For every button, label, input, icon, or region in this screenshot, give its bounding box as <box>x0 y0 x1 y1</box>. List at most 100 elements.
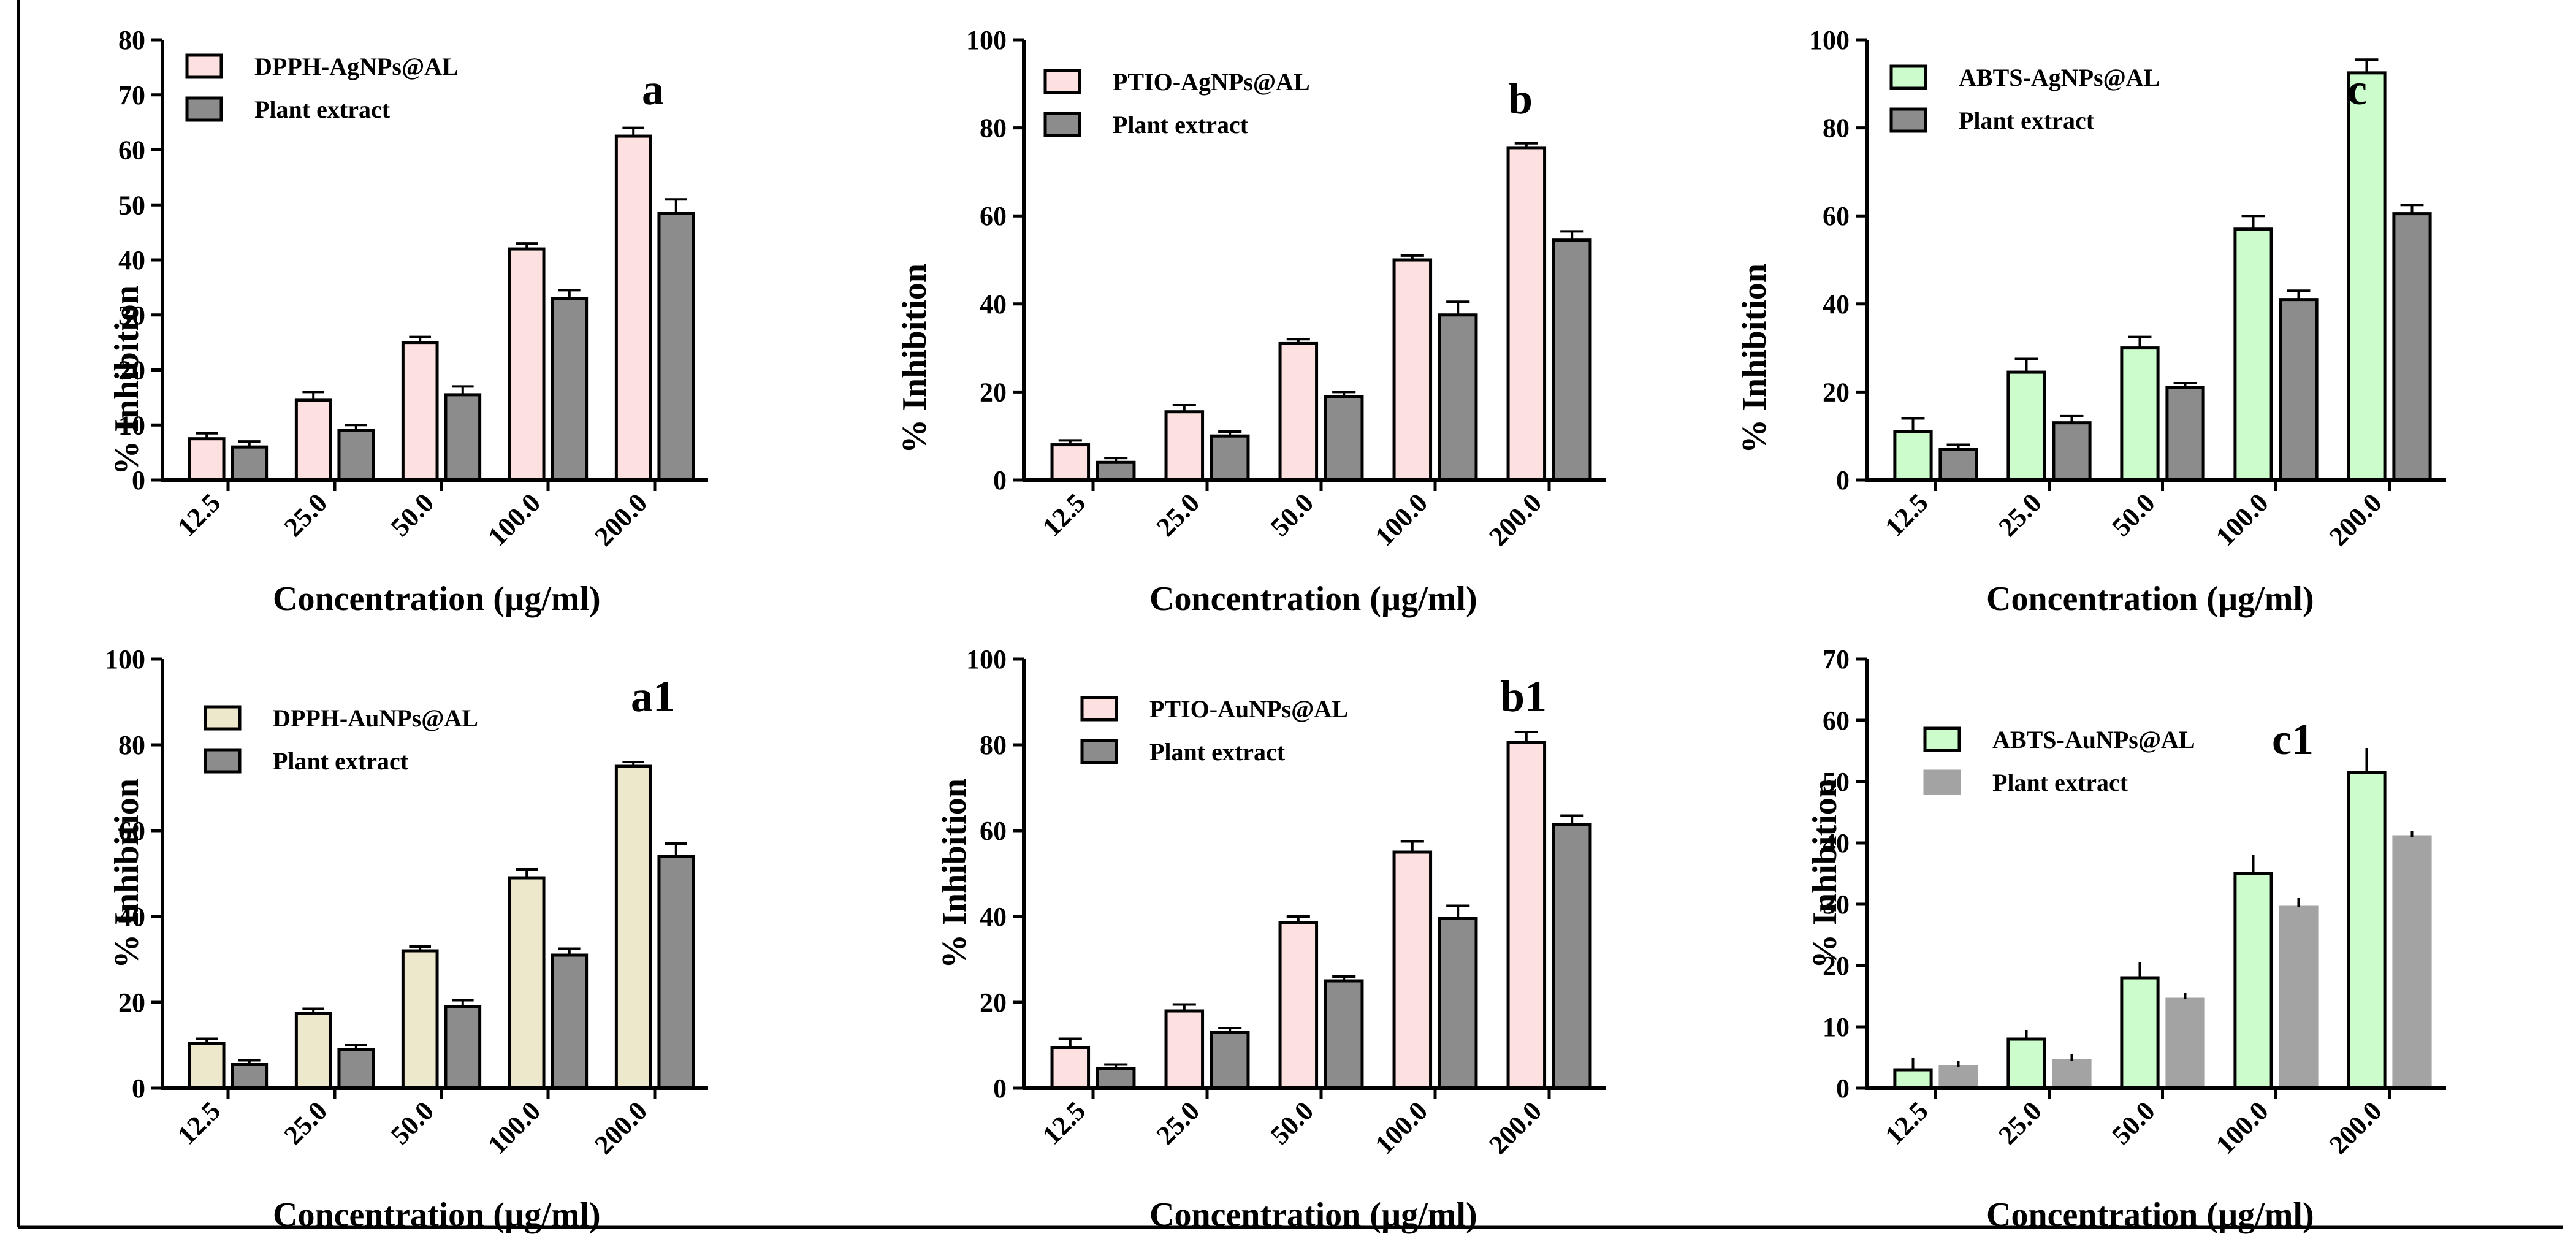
panel-letter: c1 <box>2272 715 2314 764</box>
bar-sample <box>1392 258 1433 482</box>
y-axis-title: % Inhibition <box>108 285 146 475</box>
bar-plant-extract <box>444 1005 482 1090</box>
legend-label: Plant extract <box>1992 769 2128 796</box>
y-tick-label: 80 <box>118 25 145 55</box>
y-tick-label: 60 <box>980 816 1007 846</box>
x-axis-title: Concentration (µg/ml) <box>1986 580 2314 618</box>
y-tick-label: 40 <box>980 902 1007 932</box>
legend-label: DPPH-AuNPs@AL <box>273 704 478 732</box>
y-tick-label: 30 <box>1823 890 1850 920</box>
bar-plant-extract <box>657 855 695 1090</box>
chart-panel-b: 0 20 40 60 80 100 12.5 25.0 50.0 100.0 200.0 % Inhi… <box>896 25 1606 618</box>
y-tick-label: 70 <box>118 80 145 110</box>
x-tick-label: 12.5 <box>1037 487 1091 542</box>
chart-panel-c: 0 20 40 60 80 100 12.5 25.0 50.0 100.0 200.0 % Inhi… <box>1736 25 2446 618</box>
x-tick-label: 200.0 <box>2323 1096 2388 1160</box>
y-tick-label: 20 <box>118 988 145 1018</box>
bar-plant-extract <box>1438 917 1478 1090</box>
y-tick-label: 50 <box>1823 767 1850 797</box>
bar-sample <box>1164 1009 1205 1090</box>
bar-sample <box>2233 227 2273 482</box>
chart-panel-a1: 0 20 40 60 80 100 12.5 25.0 50.0 100.0 200.0 % Inhi… <box>105 644 708 1234</box>
y-axis-title: % Inhibition <box>1736 264 1774 454</box>
y-tick-label: 20 <box>980 377 1007 407</box>
bar-plant-extract <box>444 393 482 482</box>
x-axis-title: Concentration (µg/ml) <box>1986 1196 2314 1234</box>
panel-letter: c <box>2347 65 2367 114</box>
x-axis-title: Concentration (µg/ml) <box>1149 580 1477 618</box>
x-tick-label: 100.0 <box>1369 1096 1433 1160</box>
x-tick-label: 200.0 <box>2323 487 2388 552</box>
bar-plant-extract <box>551 953 589 1090</box>
bar-sample <box>508 247 546 482</box>
y-tick-label: 20 <box>1823 377 1850 407</box>
x-tick-label: 200.0 <box>589 1096 653 1160</box>
bar-plant-extract <box>1938 448 1978 482</box>
y-tick-label: 10 <box>1823 1012 1850 1042</box>
legend-label: PTIO-AuNPs@AL <box>1149 695 1348 723</box>
x-tick-label: 12.5 <box>1879 1096 1934 1150</box>
y-tick-label: 40 <box>980 289 1007 319</box>
legend-swatch <box>1923 769 1961 795</box>
bar-sample <box>1164 410 1205 482</box>
x-tick-label: 100.0 <box>2210 1096 2274 1160</box>
bar-sample <box>2006 370 2046 482</box>
legend-swatch <box>1043 112 1081 137</box>
y-tick-label: 0 <box>132 465 145 495</box>
bar-sample <box>2120 976 2160 1090</box>
legend-swatch <box>1080 696 1118 722</box>
x-tick-label: 200.0 <box>1483 1096 1547 1160</box>
bar-sample <box>294 398 332 482</box>
y-tick-label: 40 <box>1823 289 1850 319</box>
legend-label: ABTS-AuNPs@AL <box>1992 726 2195 753</box>
bar-plant-extract <box>1552 238 1592 482</box>
legend-swatch <box>1923 726 1961 752</box>
bar-sample <box>1506 741 1547 1090</box>
x-tick-label: 100.0 <box>482 1096 546 1160</box>
y-tick-label: 0 <box>1836 465 1850 495</box>
chart-panel-c1: 0 10 20 30 40 50 60 70 12.5 25.0 50.0 100.0 200.0 % I… <box>1806 644 2446 1234</box>
panels: 0 10 20 30 40 50 60 70 80 12.5 25.0 50.0 100.0 200.0%… <box>105 25 2446 1234</box>
bar-sample <box>2347 71 2387 482</box>
x-tick-label: 50.0 <box>385 487 440 542</box>
y-axis-title: % Inhibition <box>896 264 934 454</box>
legend-swatch <box>1080 739 1118 764</box>
x-tick-label: 12.5 <box>172 487 226 542</box>
legend-label: PTIO-AgNPs@AL <box>1113 68 1310 96</box>
legend-label: DPPH-AgNPs@AL <box>254 53 459 80</box>
x-tick-label: 12.5 <box>172 1096 226 1150</box>
bar-plant-extract <box>337 1048 375 1090</box>
y-tick-label: 0 <box>1836 1073 1850 1103</box>
chart-panel-a: 0 10 20 30 40 50 60 70 80 12.5 25.0 50.0 100.0 200.0%… <box>108 25 708 618</box>
y-tick-label: 60 <box>118 135 145 166</box>
legend-swatch <box>204 748 242 774</box>
bar-plant-extract <box>657 212 695 482</box>
y-tick-label: 0 <box>993 1073 1007 1103</box>
bar-plant-extract <box>2052 421 2092 482</box>
y-tick-label: 20 <box>118 356 145 386</box>
y-tick-label: 100 <box>966 644 1007 674</box>
x-tick-label: 50.0 <box>2106 487 2160 542</box>
legend-label: Plant extract <box>1113 111 1249 139</box>
y-tick-label: 60 <box>1823 706 1850 736</box>
bar-plant-extract <box>2165 997 2205 1090</box>
y-axis-title: % Inhibition <box>936 779 974 969</box>
x-tick-label: 50.0 <box>1265 1096 1319 1150</box>
x-tick-label: 25.0 <box>1992 487 2047 542</box>
y-tick-label: 10 <box>118 410 145 440</box>
bar-plant-extract <box>2279 905 2319 1090</box>
bar-plant-extract <box>1210 434 1250 482</box>
bar-sample <box>2347 771 2387 1090</box>
bar-plant-extract <box>1324 395 1364 482</box>
bar-sample <box>1893 430 1933 482</box>
x-tick-label: 25.0 <box>278 1096 333 1150</box>
bar-sample <box>2233 872 2273 1090</box>
y-tick-label: 80 <box>118 730 145 760</box>
legend-swatch <box>1889 64 1927 90</box>
y-tick-label: 0 <box>132 1073 145 1103</box>
y-tick-label: 20 <box>1823 951 1850 981</box>
y-tick-label: 80 <box>980 113 1007 143</box>
y-axis-title: % Inhibition <box>1806 779 1844 969</box>
bar-sample <box>508 876 546 1090</box>
